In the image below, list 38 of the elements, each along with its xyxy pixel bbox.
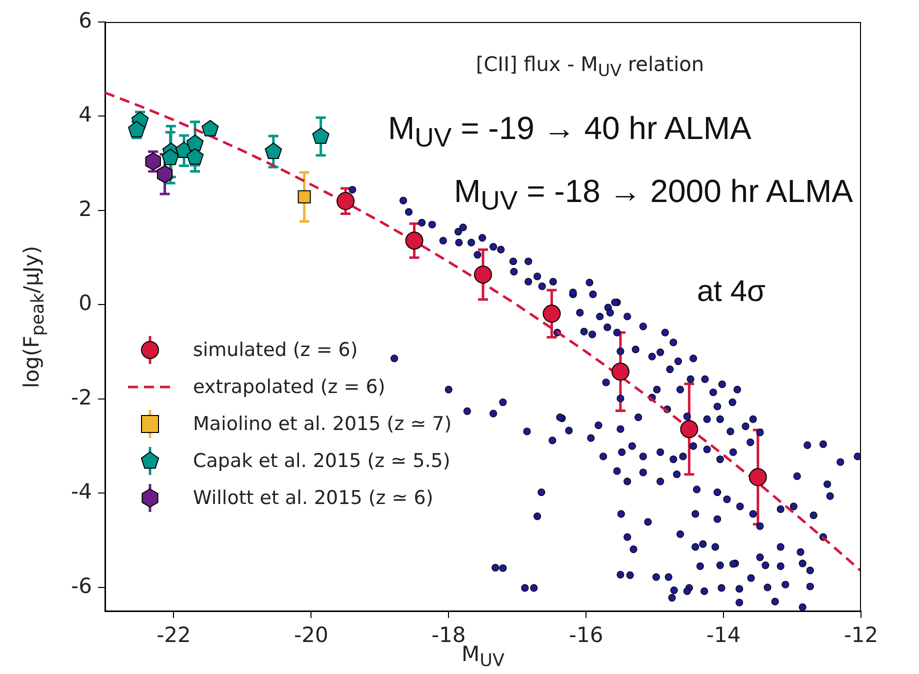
x-tick-label: -20: [294, 623, 328, 648]
point: [264, 142, 282, 159]
y-tick-label: -2: [71, 385, 92, 410]
point: [474, 266, 492, 284]
point: [312, 128, 330, 144]
point: [405, 232, 424, 250]
point: [542, 304, 561, 323]
y-tick-label: 2: [78, 196, 92, 221]
point: [186, 134, 204, 151]
point: [680, 420, 698, 438]
line-series: [105, 91, 861, 572]
point: [156, 165, 173, 184]
y-tick-label: 6: [78, 8, 92, 32]
x-tick-label: -22: [156, 623, 191, 648]
x-axis-title: M$_{UV}$: [462, 642, 504, 672]
legend-label: Willott et al. 2015 (z ≃ 6): [193, 486, 434, 508]
legend-label: Capak et al. 2015 (z ≃ 5.5): [193, 450, 450, 472]
y-tick-label: 4: [78, 102, 92, 127]
annotation: M$_{UV}$ = -19 → 40 hr ALMA: [388, 110, 752, 154]
point: [186, 148, 204, 165]
legend-label: extrapolated (z = 6): [193, 376, 386, 398]
point: [611, 362, 630, 381]
annotation: at 4σ: [697, 275, 766, 309]
point: [748, 468, 767, 486]
legend-label: Maiolino et al. 2015 (z ≃ 7): [193, 412, 452, 434]
annotation: M$_{UV}$ = -18 → 2000 hr ALMA: [454, 173, 853, 216]
y-tick-label: 0: [78, 291, 92, 316]
annotation: [CII] flux - M$_{UV}$ relation: [476, 52, 704, 80]
point: [202, 120, 219, 136]
y-tick-label: -4: [71, 480, 92, 504]
x-tick-label: -12: [844, 623, 878, 648]
y-tick-label: -6: [71, 574, 92, 598]
legend-label: simulated (z = 6): [193, 338, 358, 360]
point: [336, 192, 355, 210]
x-tick-label: -16: [568, 623, 604, 648]
x-tick-label: -14: [706, 623, 741, 648]
point: [298, 190, 311, 204]
point: [162, 148, 179, 166]
